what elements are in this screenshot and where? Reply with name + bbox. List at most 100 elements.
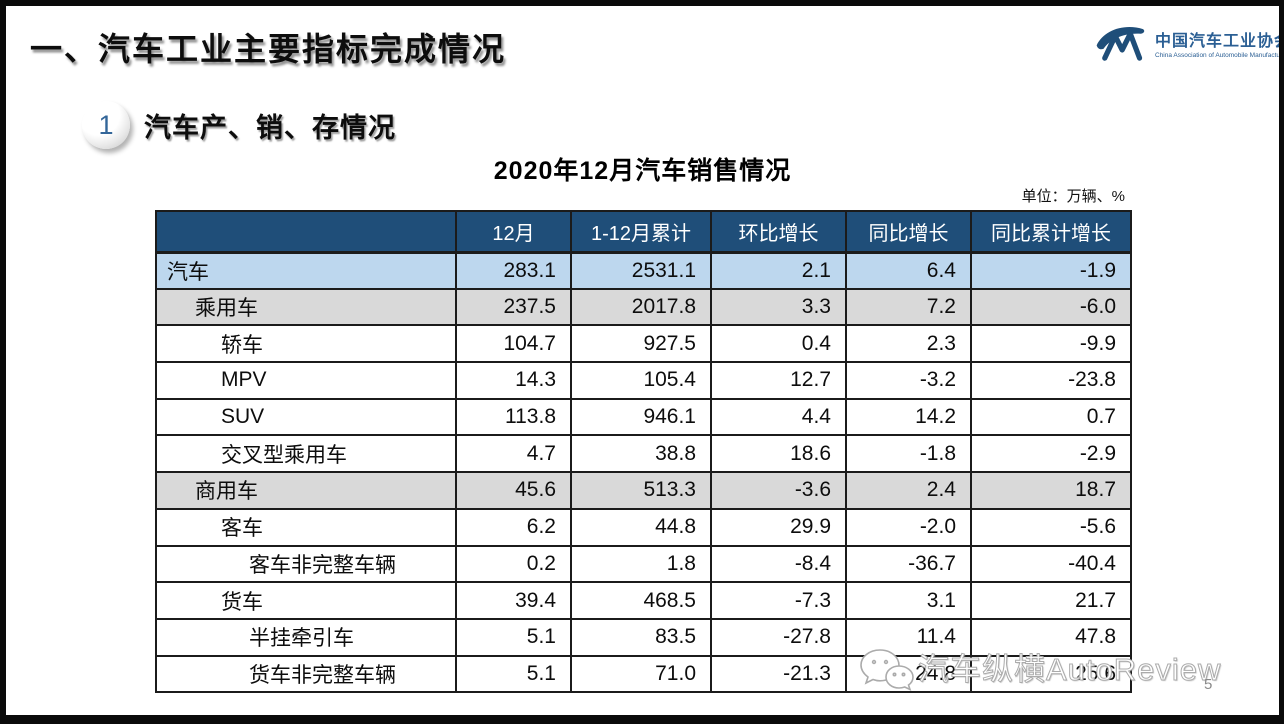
- value-cell: 18.7: [970, 471, 1132, 510]
- value-cell: 283.1: [455, 251, 572, 290]
- value-cell: 104.7: [455, 324, 572, 364]
- value-cell: -1.9: [970, 251, 1132, 290]
- row-label: 客车: [155, 507, 457, 547]
- value-cell: 3.3: [710, 287, 847, 327]
- value-cell: -40.4: [970, 544, 1132, 584]
- page-title: 一、汽车工业主要指标完成情况: [30, 31, 507, 67]
- value-cell: 468.5: [570, 581, 712, 620]
- table-row: 客车非完整车辆 0.2 1.8 -8.4 -36.7 -40.4: [155, 544, 1132, 584]
- row-label: 半挂牵引车: [155, 617, 457, 657]
- page-number: 5: [1204, 676, 1213, 693]
- table-row: 乘用车 237.5 2017.8 3.3 7.2 -6.0: [155, 287, 1132, 327]
- value-cell: 83.5: [570, 617, 712, 657]
- value-cell: -7.3: [710, 581, 847, 620]
- value-cell: 11.4: [845, 617, 972, 657]
- value-cell: 38.8: [570, 434, 712, 474]
- value-cell: 2531.1: [570, 251, 712, 290]
- row-label: 客车非完整车辆: [155, 544, 457, 584]
- value-cell: 0.4: [710, 324, 847, 364]
- caam-logo: 中国汽车工业协会 China Association of Automobile…: [1092, 22, 1284, 64]
- value-cell: 24.8: [845, 654, 972, 694]
- section-heading: 1 汽车产、销、存情况: [82, 101, 396, 149]
- row-label: 汽车: [155, 251, 457, 290]
- value-cell: -2.9: [970, 434, 1132, 474]
- section-number-badge: 1: [82, 101, 130, 149]
- value-cell: 0.2: [455, 544, 572, 584]
- value-cell: 105.4: [570, 361, 712, 400]
- caam-name-en: China Association of Automobile Manufact…: [1155, 52, 1284, 59]
- value-cell: 2.4: [845, 471, 972, 510]
- table-row: SUV 113.8 946.1 4.4 14.2 0.7: [155, 397, 1132, 437]
- value-cell: 7.2: [845, 287, 972, 327]
- value-cell: 39.4: [455, 581, 572, 620]
- table-header-row: 12月 1-12月累计 环比增长 同比增长 同比累计增长: [155, 210, 1132, 254]
- section-title: 汽车产、销、存情况: [144, 112, 396, 143]
- row-label: 货车: [155, 581, 457, 620]
- value-cell: 3.1: [845, 581, 972, 620]
- value-cell: -21.3: [710, 654, 847, 694]
- value-cell: 4.4: [710, 397, 847, 437]
- value-cell: 25.6: [970, 654, 1132, 694]
- value-cell: 6.2: [455, 507, 572, 547]
- caam-name-cn: 中国汽车工业协会: [1155, 33, 1284, 50]
- table-row: 汽车 283.1 2531.1 2.1 6.4 -1.9: [155, 251, 1132, 290]
- value-cell: 29.9: [710, 507, 847, 547]
- column-header: 同比增长: [845, 210, 972, 254]
- value-cell: 927.5: [570, 324, 712, 364]
- column-header: [155, 210, 457, 254]
- value-cell: 6.4: [845, 251, 972, 290]
- value-cell: 2017.8: [570, 287, 712, 327]
- row-label: 交叉型乘用车: [155, 434, 457, 474]
- value-cell: 5.1: [455, 617, 572, 657]
- value-cell: -23.8: [970, 361, 1132, 400]
- caam-logo-text: 中国汽车工业协会 China Association of Automobile…: [1155, 27, 1284, 59]
- value-cell: 18.6: [710, 434, 847, 474]
- table-row: 客车 6.2 44.8 29.9 -2.0 -5.6: [155, 507, 1132, 547]
- value-cell: -3.6: [710, 471, 847, 510]
- table-title: 2020年12月汽车销售情况: [493, 157, 792, 185]
- value-cell: 2.1: [710, 251, 847, 290]
- value-cell: 237.5: [455, 287, 572, 327]
- value-cell: 5.1: [455, 654, 572, 694]
- value-cell: 2.3: [845, 324, 972, 364]
- value-cell: 14.3: [455, 361, 572, 400]
- value-cell: 513.3: [570, 471, 712, 510]
- value-cell: 946.1: [570, 397, 712, 437]
- sales-table: 12月 1-12月累计 环比增长 同比增长 同比累计增长 汽车 283.1 2531.1 2.…: [155, 210, 1132, 694]
- table-row: 半挂牵引车 5.1 83.5 -27.8 11.4 47.8: [155, 617, 1132, 657]
- column-header: 1-12月累计: [570, 210, 712, 254]
- value-cell: 71.0: [570, 654, 712, 694]
- row-label: 乘用车: [155, 287, 457, 327]
- row-label: 商用车: [155, 471, 457, 510]
- value-cell: 14.2: [845, 397, 972, 437]
- column-header: 12月: [455, 210, 572, 254]
- value-cell: 113.8: [455, 397, 572, 437]
- unit-label: 单位：万辆、%: [1021, 188, 1125, 205]
- table-row: 货车非完整车辆 5.1 71.0 -21.3 24.8 25.6: [155, 654, 1132, 694]
- table-row: 商用车 45.6 513.3 -3.6 2.4 18.7: [155, 471, 1132, 510]
- value-cell: 0.7: [970, 397, 1132, 437]
- value-cell: 12.7: [710, 361, 847, 400]
- value-cell: -8.4: [710, 544, 847, 584]
- row-label: 轿车: [155, 324, 457, 364]
- value-cell: -5.6: [970, 507, 1132, 547]
- row-label: 货车非完整车辆: [155, 654, 457, 694]
- value-cell: 1.8: [570, 544, 712, 584]
- table-row: 货车 39.4 468.5 -7.3 3.1 21.7: [155, 581, 1132, 620]
- value-cell: -6.0: [970, 287, 1132, 327]
- value-cell: 44.8: [570, 507, 712, 547]
- table-row: 轿车 104.7 927.5 0.4 2.3 -9.9: [155, 324, 1132, 364]
- value-cell: 21.7: [970, 581, 1132, 620]
- value-cell: 4.7: [455, 434, 572, 474]
- value-cell: -2.0: [845, 507, 972, 547]
- table-row: MPV 14.3 105.4 12.7 -3.2 -23.8: [155, 361, 1132, 400]
- value-cell: -36.7: [845, 544, 972, 584]
- value-cell: 45.6: [455, 471, 572, 510]
- value-cell: -27.8: [710, 617, 847, 657]
- value-cell: -3.2: [845, 361, 972, 400]
- column-header: 同比累计增长: [970, 210, 1132, 254]
- sales-table-body: 汽车 283.1 2531.1 2.1 6.4 -1.9 乘用车 237.5 2017.8 3.3…: [155, 251, 1132, 694]
- table-row: 交叉型乘用车 4.7 38.8 18.6 -1.8 -2.9: [155, 434, 1132, 474]
- column-header: 环比增长: [710, 210, 847, 254]
